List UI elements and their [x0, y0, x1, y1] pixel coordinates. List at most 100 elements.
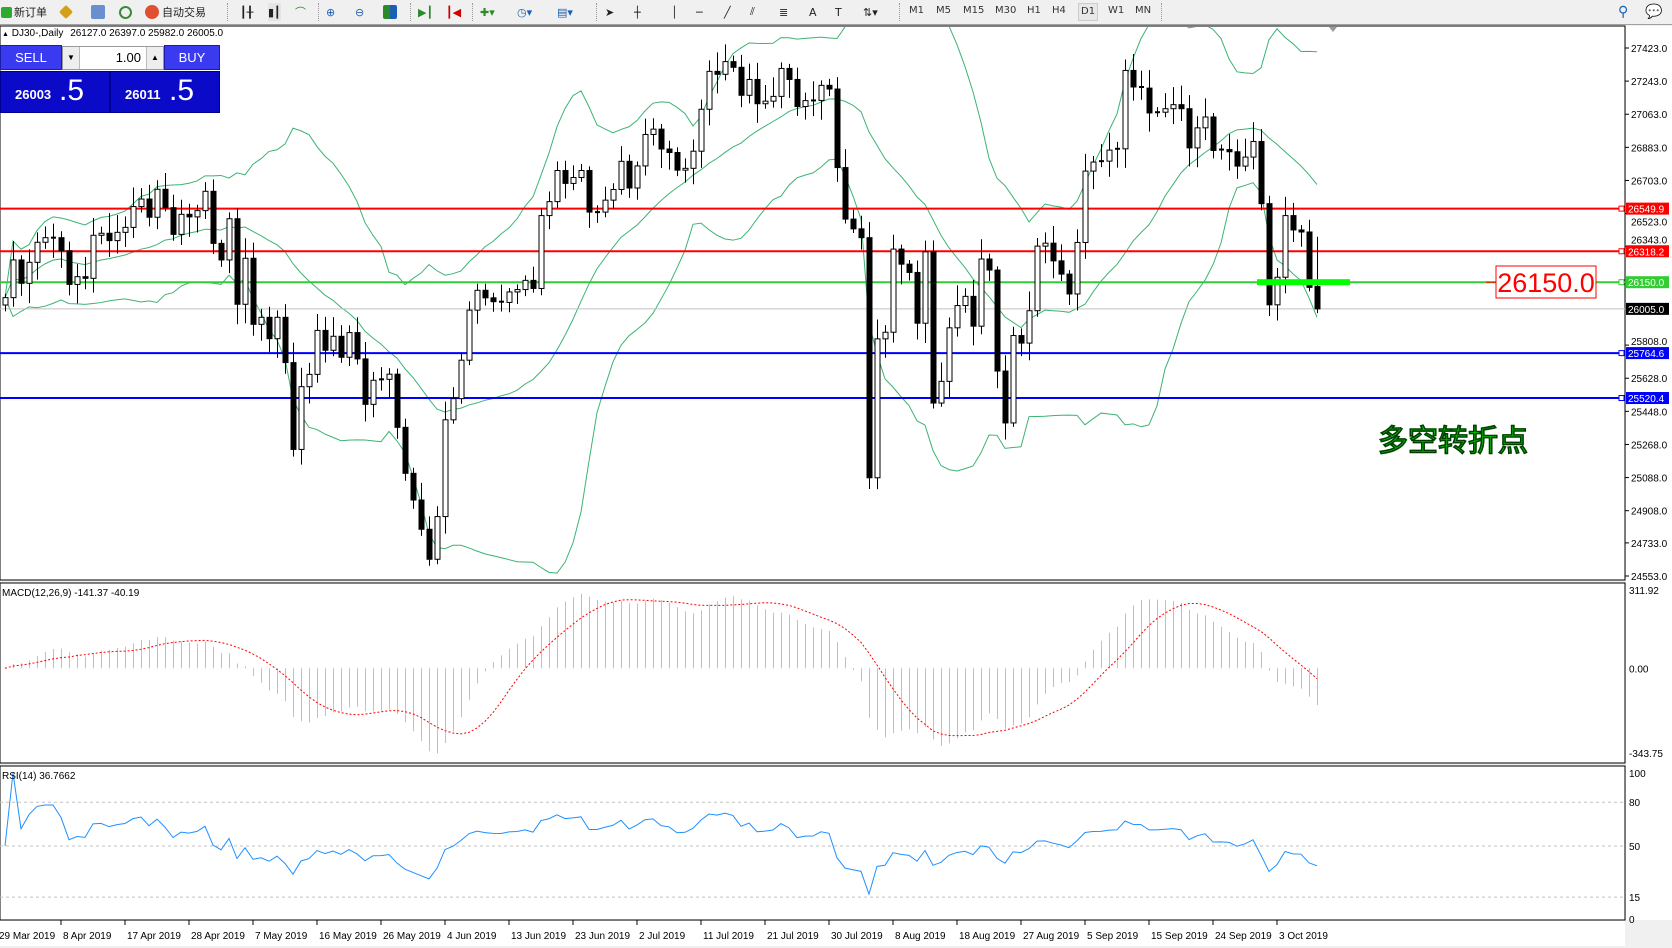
candle — [802, 92, 809, 120]
time-axis-label: 27 Aug 2019 — [1023, 931, 1080, 942]
indicators-icon[interactable]: ✚▾ — [480, 5, 495, 19]
candle — [698, 99, 705, 168]
metaeditor-icon[interactable] — [58, 3, 74, 21]
text-icon[interactable]: A — [809, 5, 817, 19]
horizontal-line-icon[interactable]: ─ — [696, 5, 703, 19]
chart-shift-icon[interactable]: ▶┃ — [418, 5, 434, 19]
channel-icon[interactable]: ⫽ — [750, 5, 755, 18]
line-anchor-handle[interactable] — [1618, 248, 1625, 255]
candle-body-bull — [386, 373, 393, 380]
candle — [442, 401, 449, 534]
candle — [474, 283, 481, 324]
candle — [1099, 144, 1104, 168]
periods-icon[interactable]: ◷▾ — [517, 5, 533, 19]
candle-body-bull — [1042, 242, 1049, 247]
candle-body-bull — [1282, 215, 1289, 278]
candle — [642, 118, 649, 176]
candle — [962, 288, 969, 313]
buy-button[interactable]: BUY — [164, 45, 220, 70]
candle — [114, 215, 121, 254]
timeframe-mn[interactable]: MN — [1135, 5, 1152, 16]
price-axis-label: 25448.0 — [1631, 407, 1668, 418]
volume-stepper[interactable]: ▼ 1.00 ▲ — [62, 46, 164, 70]
sell-button[interactable]: SELL — [0, 45, 62, 70]
candle — [538, 207, 545, 296]
chart-shift-marker[interactable] — [1329, 27, 1337, 32]
arrows-icon[interactable]: ⇅▾ — [863, 5, 878, 19]
pivot-annotation-text: 多空转折点 — [1378, 424, 1528, 459]
candle-body-bear — [898, 248, 905, 265]
sell-price-box[interactable]: 26003 .5 — [0, 71, 110, 113]
candle — [978, 239, 985, 335]
price-tag — [1626, 245, 1669, 258]
candle-body-bull — [74, 276, 81, 285]
candle-body-bear — [210, 190, 217, 244]
timeframe-m5[interactable]: M5 — [936, 5, 951, 16]
cursor-icon[interactable]: ➤ — [605, 5, 615, 19]
volume-input[interactable]: 1.00 — [115, 50, 141, 65]
candle-body-bull — [178, 213, 185, 235]
candle-body-bull — [938, 380, 945, 404]
bar-chart-icon[interactable]: ┃╂ — [240, 5, 254, 19]
price-axis-label: 25808.0 — [1631, 337, 1668, 348]
chat-icon[interactable]: 💬 — [1645, 4, 1663, 20]
autoscroll-icon[interactable]: ┃◀ — [446, 5, 462, 19]
timeframe-m15[interactable]: M15 — [963, 5, 985, 16]
text-label-icon[interactable]: T — [835, 5, 842, 19]
line-anchor-handle[interactable] — [1618, 279, 1625, 286]
search-icon[interactable]: ⚲ — [1618, 4, 1629, 20]
candle — [490, 292, 497, 312]
vertical-line-icon[interactable]: │ — [671, 5, 678, 19]
crosshair-icon[interactable]: ┼ — [634, 5, 641, 19]
candle — [666, 140, 673, 170]
volume-decrease-arrow[interactable]: ▼ — [63, 47, 80, 69]
line-anchor-handle[interactable] — [1618, 395, 1625, 402]
auto-trading-button[interactable]: 自动交易 — [145, 3, 206, 21]
chart-collapse-arrow[interactable]: ▲ — [2, 31, 9, 38]
candle — [922, 240, 929, 344]
candle — [418, 482, 425, 536]
candle — [1178, 85, 1185, 122]
candle-body-bear — [1226, 149, 1233, 153]
candle — [762, 85, 769, 109]
time-axis-label: 21 Jul 2019 — [767, 931, 819, 942]
signals-icon[interactable] — [119, 3, 132, 21]
fibonacci-icon[interactable]: ≣ — [779, 5, 789, 19]
timeframe-m1[interactable]: M1 — [909, 5, 924, 16]
candle — [746, 63, 753, 104]
price-axis-label: 24733.0 — [1631, 539, 1668, 550]
candle — [234, 208, 241, 325]
time-axis-label: 17 Apr 2019 — [127, 931, 181, 942]
new-order-button[interactable]: 新订单 — [1, 3, 47, 21]
volume-increase-arrow[interactable]: ▲ — [146, 47, 163, 69]
zoom-in-icon[interactable]: ⊕ — [326, 5, 336, 19]
timeframe-h4[interactable]: H4 — [1052, 5, 1066, 16]
buy-price-box[interactable]: 26011 .5 — [110, 71, 220, 113]
candle-body-bear — [146, 198, 153, 218]
zoom-out-icon[interactable]: ⊖ — [355, 5, 365, 19]
line-anchor-handle[interactable] — [1618, 350, 1625, 357]
line-chart-icon[interactable]: ⌒ — [295, 6, 306, 19]
terminal-icon[interactable] — [91, 3, 105, 21]
candle — [51, 223, 56, 258]
candle-body-bear — [218, 242, 225, 261]
price-axis-label: 27243.0 — [1631, 77, 1668, 88]
timeframe-d1[interactable]: D1 — [1078, 3, 1099, 21]
line-anchor-handle[interactable] — [1618, 205, 1625, 212]
candle-body-bull — [1090, 161, 1097, 172]
candle-body-bear — [826, 84, 833, 90]
candle — [306, 362, 313, 404]
timeframe-m30[interactable]: M30 — [995, 5, 1017, 16]
timeframe-h1[interactable]: H1 — [1027, 5, 1041, 16]
tile-windows-icon[interactable] — [383, 3, 397, 21]
candle-body-bull — [2, 297, 9, 306]
candle — [42, 226, 49, 249]
candle-body-bull — [122, 226, 129, 233]
trendline-icon[interactable]: ╱ — [724, 5, 731, 19]
timeframe-w1[interactable]: W1 — [1108, 5, 1125, 16]
templates-icon[interactable]: ▤▾ — [557, 5, 573, 19]
candle-body-bear — [402, 426, 409, 474]
chart-header: ▲ DJ30-,Daily 26127.0 26397.0 25982.0 26… — [2, 28, 223, 39]
candlestick-chart-icon[interactable]: ▮┃ — [268, 3, 281, 21]
